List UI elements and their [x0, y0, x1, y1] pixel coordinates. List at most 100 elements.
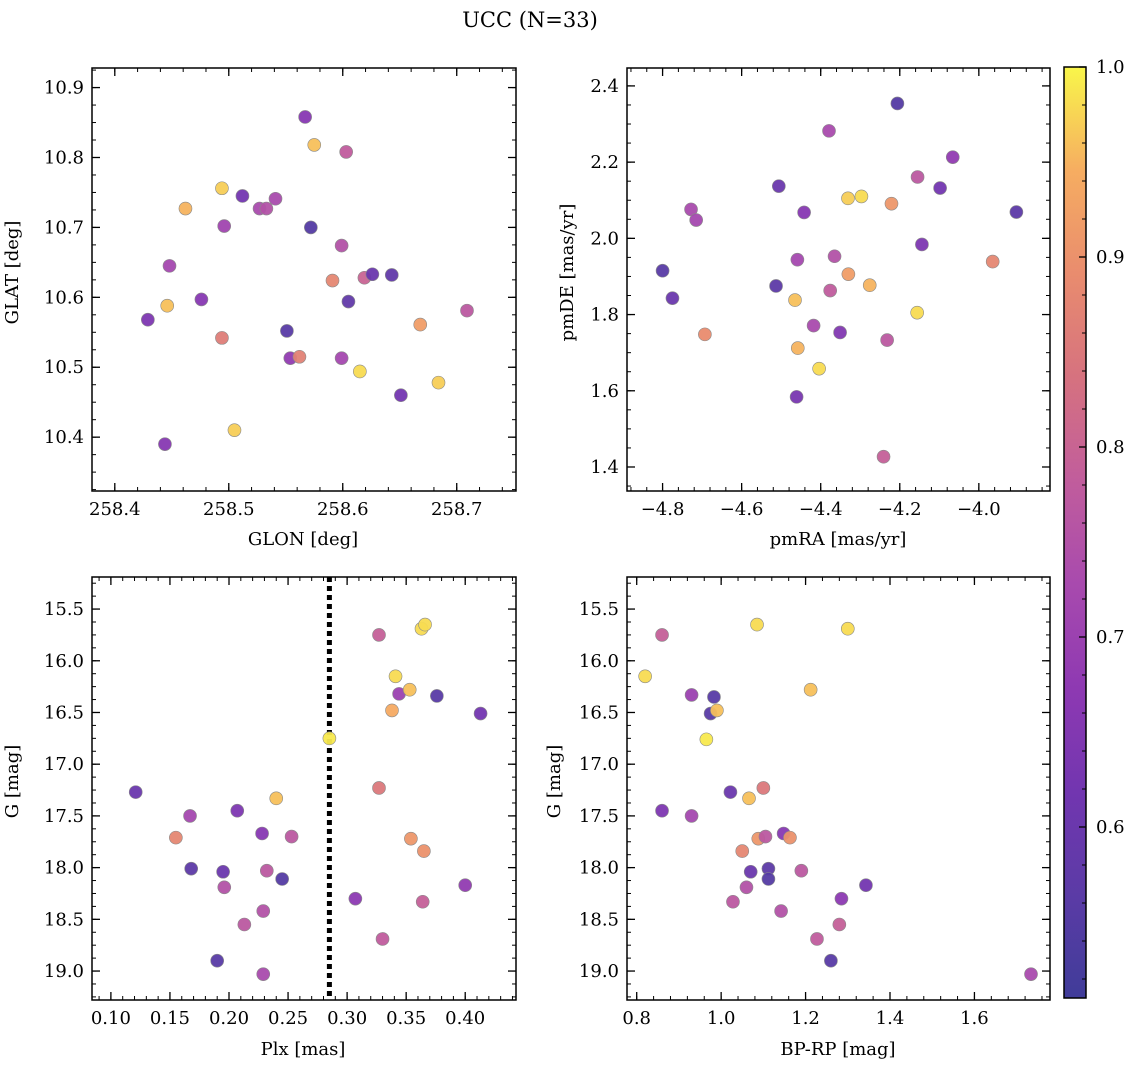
y-tick-label: 18.0: [44, 858, 84, 879]
y-tick-label: 1.6: [590, 381, 619, 402]
data-point: [158, 437, 172, 451]
data-point: [742, 791, 756, 806]
data-point: [259, 201, 274, 216]
data-point: [413, 317, 428, 332]
data-point: [756, 781, 771, 795]
panels: 258.4 258.5 258.6 258.7 10.4 10.5 10.6 10.7 10.8…: [2, 67, 1051, 1060]
data-point: [783, 830, 797, 845]
y-tick-label: 19.0: [579, 961, 619, 982]
y-tick-label: 17.5: [579, 806, 619, 827]
y-tick-label: 16.0: [579, 651, 619, 672]
panel-glon-glat: 258.4 258.5 258.6 258.7 10.4 10.5 10.6 10.7 10.8…: [2, 67, 517, 550]
data-point: [372, 628, 386, 642]
y-tick-label: 19.0: [44, 961, 84, 982]
y-tick-label: 1.4: [590, 457, 619, 478]
data-point: [418, 617, 432, 632]
data-point: [774, 904, 788, 918]
data-point: [750, 617, 764, 632]
y-tick-label: 16.5: [44, 702, 84, 723]
figure-title: UCC (N=33): [462, 8, 598, 32]
data-point: [307, 138, 322, 152]
panel-bprp-g: 0.8 1.0 1.2 1.4 1.6 15.5 16.0 16.5 17.0 17.5 18.0 1…: [544, 576, 1051, 1060]
data-point: [833, 325, 847, 340]
data-point: [803, 682, 818, 697]
x-tick-label: 258.4: [89, 499, 141, 520]
x-tick-label: 0.30: [327, 1008, 367, 1029]
plot-frame: [626, 67, 1051, 492]
data-point: [304, 220, 318, 235]
plot-frame: [91, 67, 517, 492]
data-point: [458, 878, 473, 893]
x-tick-label: −4.6: [720, 499, 764, 520]
y-axis-label: GLAT [deg]: [2, 221, 23, 325]
data-point: [334, 238, 349, 253]
data-point: [322, 731, 337, 746]
data-point: [365, 267, 380, 282]
data-point: [812, 361, 826, 376]
data-point: [684, 688, 699, 702]
data-point: [862, 278, 877, 293]
data-point: [194, 292, 209, 307]
x-axis-label: Plx [mas]: [261, 1039, 346, 1060]
y-tick-label: 2.2: [590, 152, 619, 173]
data-point: [689, 213, 703, 227]
data-point: [268, 191, 283, 206]
data-point: [348, 891, 363, 906]
data-point: [790, 252, 805, 267]
data-point: [758, 829, 773, 844]
data-point: [372, 781, 386, 795]
data-point: [915, 237, 929, 252]
y-tick-label: 10.5: [44, 357, 84, 378]
data-point: [789, 390, 804, 404]
data-point: [834, 891, 849, 906]
data-point: [655, 628, 669, 642]
data-point: [769, 279, 783, 293]
plot-frame: [91, 576, 517, 1001]
data-point: [460, 303, 474, 318]
y-tick-label: 10.8: [44, 147, 84, 168]
data-point: [417, 844, 431, 858]
data-point: [698, 327, 712, 342]
data-point: [298, 110, 312, 124]
data-point: [822, 124, 836, 138]
x-tick-label: −4.0: [957, 499, 1001, 520]
data-point: [985, 254, 1000, 269]
y-tick-label: 15.5: [579, 599, 619, 620]
data-point: [431, 375, 446, 390]
x-tick-label: 0.8: [622, 1008, 651, 1029]
data-point: [160, 298, 175, 313]
data-point: [178, 201, 193, 216]
data-point: [743, 864, 758, 879]
x-tick-label: 0.20: [209, 1008, 249, 1029]
data-point: [237, 917, 252, 932]
data-point: [910, 305, 924, 320]
data-point: [384, 268, 399, 282]
data-point: [739, 880, 754, 895]
data-point: [910, 170, 925, 184]
x-tick-label: −4.2: [878, 499, 922, 520]
data-point: [339, 145, 353, 159]
colorbar: 0.6 0.7 0.8 0.9 1.0: [1063, 57, 1125, 999]
x-tick-label: 258.6: [317, 499, 369, 520]
data-point: [353, 364, 367, 379]
data-point: [890, 96, 905, 111]
data-point: [684, 809, 699, 823]
x-tick-label: 0.10: [91, 1008, 131, 1029]
data-point: [884, 196, 899, 211]
data-point: [699, 732, 714, 747]
y-tick-label: 10.6: [44, 287, 84, 308]
data-point: [230, 803, 245, 818]
data-point: [832, 917, 847, 932]
data-point: [217, 880, 232, 895]
data-point: [259, 863, 274, 878]
data-point: [325, 273, 340, 288]
data-point: [162, 259, 177, 273]
data-point: [415, 894, 430, 909]
data-point: [183, 809, 197, 823]
data-point: [269, 791, 284, 806]
data-point: [824, 953, 838, 968]
data-point: [1024, 967, 1038, 981]
y-axis-label: pmDE [mas/yr]: [557, 204, 578, 342]
x-tick-label: 1.2: [791, 1008, 820, 1029]
data-point: [794, 863, 809, 878]
